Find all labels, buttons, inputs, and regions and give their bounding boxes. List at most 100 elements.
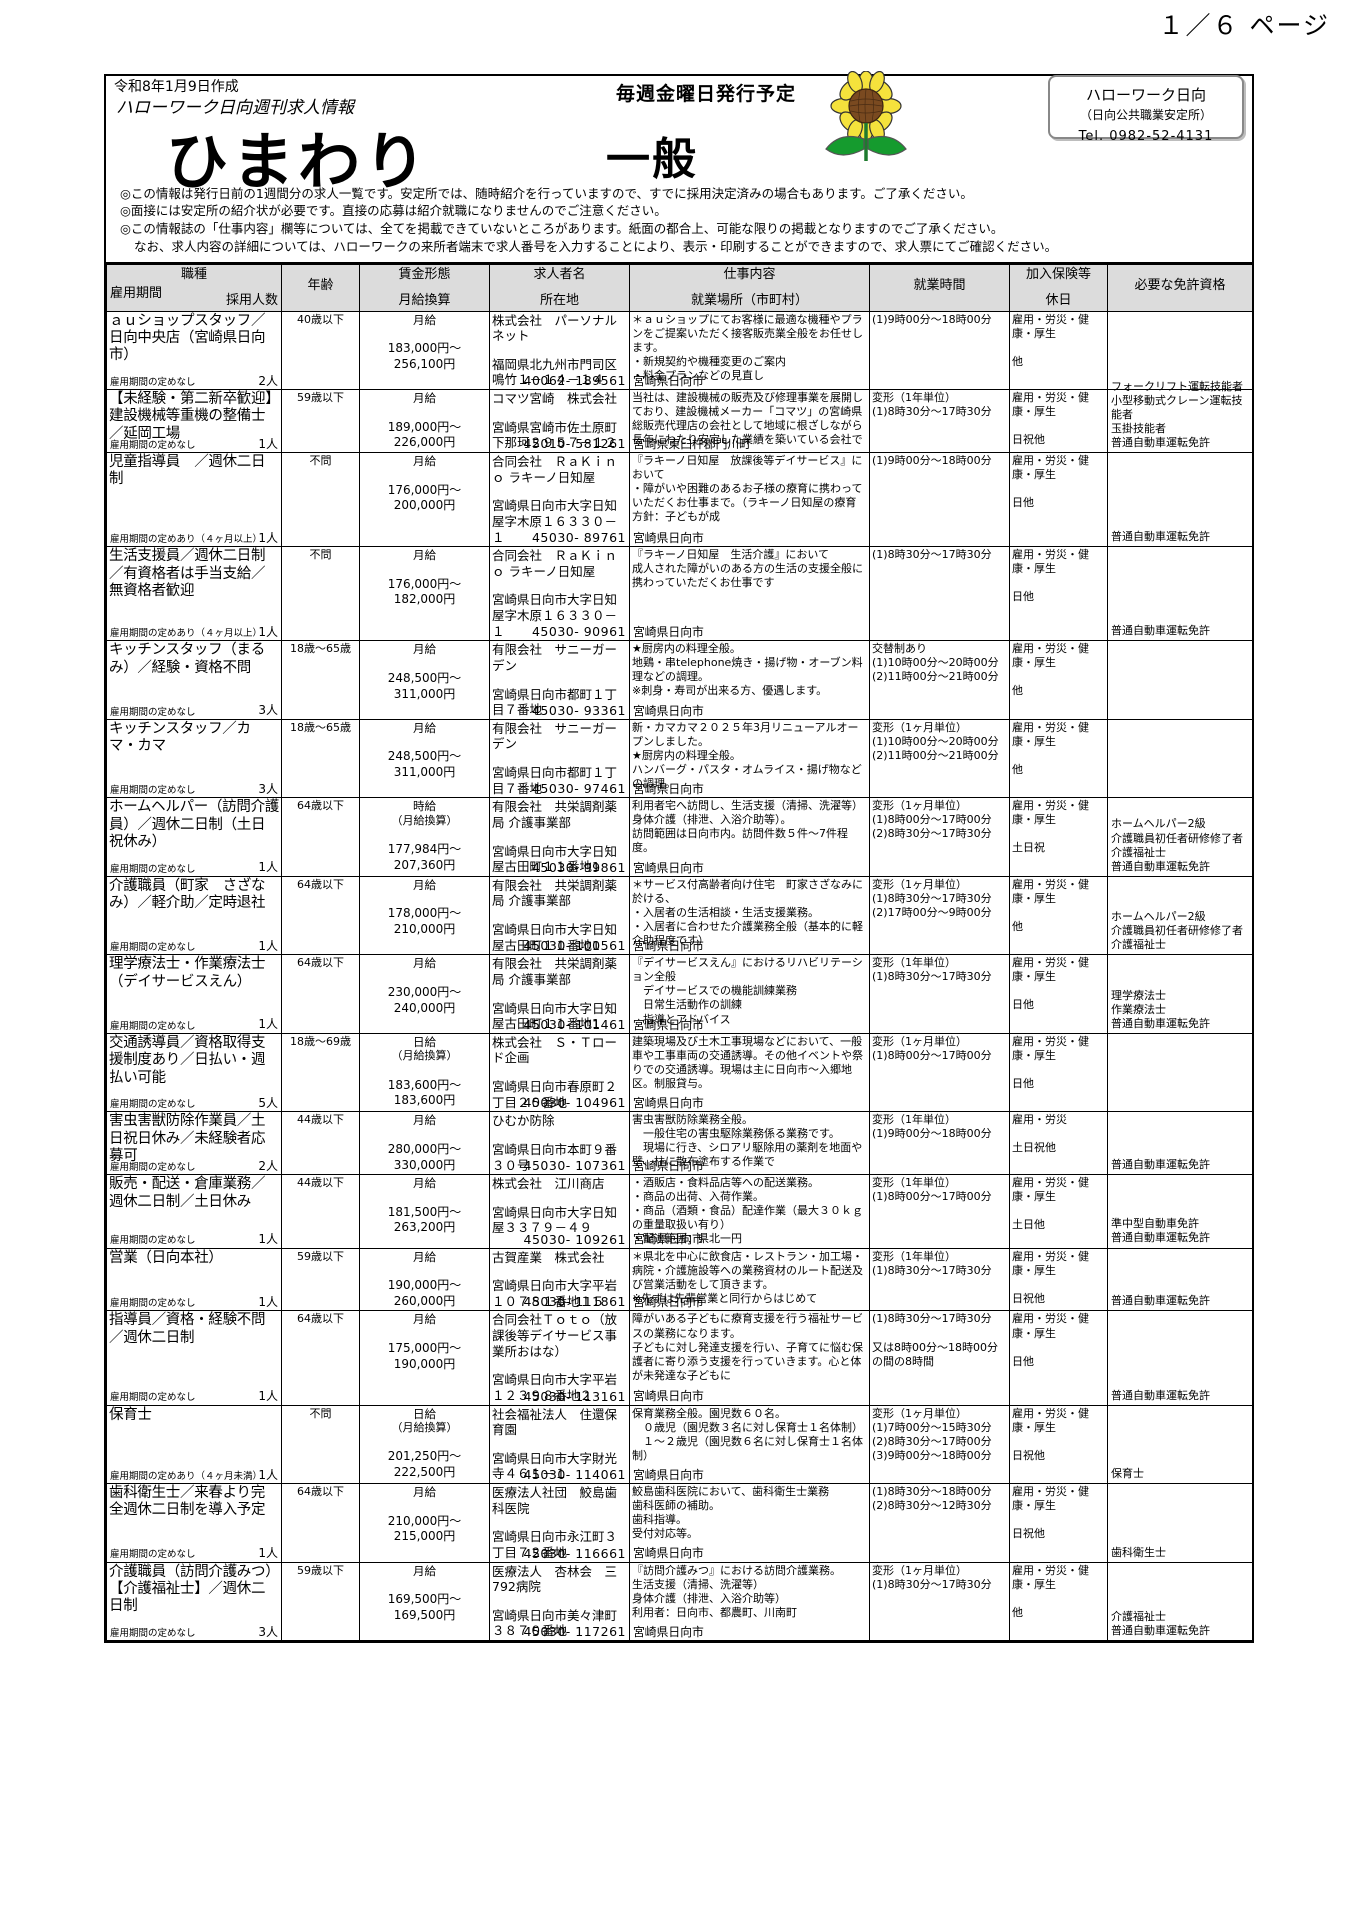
header-description: 仕事内容 就業場所（市町村） bbox=[629, 263, 870, 312]
header-license: 必要な免許資格 bbox=[1107, 263, 1253, 312]
cell-insurance: 雇用・労災・健康・厚生 日祝他 bbox=[1009, 389, 1108, 453]
table-row[interactable]: 保育士 雇用期間の定めあり（４ヶ月未満） 1人 不問 日給 （月給換算） 201,250円～… bbox=[106, 1404, 1253, 1485]
holiday: 他 bbox=[1012, 354, 1023, 368]
employer-address: 宮崎県日向市大字日知屋古田町１１番地1 bbox=[492, 1000, 618, 1032]
table-row[interactable]: 介護職員（町家 さざなみ）／軽介助／定時退社 雇用期間の定めなし 1人 64歳以下 月給… bbox=[106, 875, 1253, 956]
occupation-title: 介護職員（町家 さざなみ）／軽介助／定時退社 bbox=[109, 877, 266, 912]
cell-age: 40歳以下 bbox=[281, 310, 360, 391]
occupation-title: 害虫害獣防除作業員／土日祝日休み／未経験者応募可 bbox=[109, 1113, 266, 1165]
cell-description: ＊ａｕショップにてお客様に最適な機種やプランをご提案いただく接客販売業全般をお任… bbox=[629, 310, 870, 391]
cell-employer: 有限会社 共栄調剤薬局 介護事業部 宮崎県日向市大字日知屋古田町１１番地1 4503… bbox=[489, 875, 630, 956]
employer-address: 宮崎県日向市大字日知屋３３７９－４９ bbox=[492, 1204, 618, 1236]
cell-wage: 月給 189,000円～ 226,000円 bbox=[359, 389, 490, 453]
cell-insurance: 雇用・労災・健康・厚生他 bbox=[1009, 640, 1108, 720]
job-description: ＊ａｕショップにてお客様に最適な機種やプランをご提案いただく接客販売業全般をお任… bbox=[632, 312, 863, 382]
job-description: 『ラキーノ日知屋 放課後等デイサービス』において ・障がいや困難のあるお子様の療育… bbox=[632, 454, 863, 524]
employer-name: 有限会社 共栄調剤薬局 介護事業部 bbox=[492, 877, 618, 909]
cell-description: 保育業務全般。園児数６０名。 ０歳児（園児数３名に対し保育士１名体制） １～２歳… bbox=[629, 1404, 870, 1485]
wage-amount: 181,500円～ 263,200円 bbox=[387, 1204, 462, 1235]
table-row[interactable]: 交通誘導員／資格取得支援制度あり／日払い・週払い可能 雇用期間の定めなし 5人 18歳… bbox=[106, 1032, 1253, 1113]
wage-amount: 178,000円～ 210,000円 bbox=[387, 906, 462, 937]
cell-description: 新・カマカマ２０２５年3月リニューアルオープンしました。 ★厨房内の料理全般。 ハン… bbox=[629, 718, 870, 799]
cell-occupation: 交通誘導員／資格取得支援制度あり／日払い・週払い可能 雇用期間の定めなし 5人 bbox=[106, 1032, 282, 1113]
cell-description: ＊県北を中心に飲食店・レストラン・加工場・病院・介護施設等への業務資材のルート配… bbox=[629, 1247, 870, 1312]
table-row[interactable]: 介護職員（訪問介護みつ）【介護福祉士】／週休二日制 雇用期間の定めなし 3人 59歳以… bbox=[106, 1561, 1253, 1642]
work-place: 宮崎県日向市 bbox=[633, 703, 704, 718]
occupation-title: 営業（日向本社） bbox=[109, 1249, 223, 1266]
work-place: 宮崎県日向市 bbox=[633, 1295, 704, 1310]
cell-work-time: 変形（1ヶ月単位） (1)8時30分～17時30分 (2)17時00分～9時00分 bbox=[869, 875, 1010, 956]
table-row[interactable]: 営業（日向本社） 雇用期間の定めなし 1人 59歳以下 月給 190,000円～ 260,0… bbox=[106, 1247, 1253, 1312]
header-occupation-label: 職種 bbox=[180, 266, 207, 282]
license-list: フォークリフト運転技能者 小型移動式クレーン運転技能者 玉掛技能者 普通自動車運転免許 bbox=[1111, 379, 1243, 449]
office-tel: Tel. 0982-52-4131 bbox=[1078, 128, 1214, 144]
notice-line-3: ◎この情報誌の「仕事内容」欄等については、全てを掲載できていないところがあります… bbox=[120, 221, 1004, 237]
job-number: 45030- 104961 bbox=[523, 1095, 626, 1111]
cell-age: 59歳以下 bbox=[281, 1247, 360, 1312]
wage-type: 月給 bbox=[413, 720, 436, 735]
cell-occupation: 児童指導員 ／週休二日制 雇用期間の定めあり（４ヶ月以上） 1人 bbox=[106, 451, 282, 548]
table-row[interactable]: 害虫害獣防除作業員／土日祝日休み／未経験者応募可 雇用期間の定めなし 2人 44歳以下… bbox=[106, 1111, 1253, 1176]
table-row[interactable]: キッチンスタッフ／カマ・カマ 雇用期間の定めなし 3人 18歳～65歳 月給 248,50… bbox=[106, 718, 1253, 799]
cell-employer: 医療法人 杏林会 三792病院 宮崎県日向市美々津町３８７０番地 45030- 11… bbox=[489, 1561, 630, 1642]
cell-work-time: 変形（1年単位） (1)8時30分～17時30分 bbox=[869, 389, 1010, 453]
cell-license: 歯科衛生士 bbox=[1107, 1483, 1253, 1563]
cell-age: 64歳以下 bbox=[281, 1310, 360, 1406]
employer-address: 宮崎県日向市都町１丁目７番地 bbox=[492, 686, 618, 718]
edition-kind: 一般 bbox=[606, 133, 698, 185]
cell-occupation: 害虫害獣防除作業員／土日祝日休み／未経験者応募可 雇用期間の定めなし 2人 bbox=[106, 1111, 282, 1176]
insurance-list: 雇用・労災・健康・厚生 bbox=[1012, 312, 1089, 340]
employment-period: 雇用期間の定めなし bbox=[110, 1549, 196, 1561]
holiday: 日他 bbox=[1012, 1354, 1034, 1368]
work-place: 宮崎県日向市 bbox=[633, 782, 704, 797]
table-row[interactable]: 生活支援員／週休二日制／有資格者は手当支給／無資格者歓迎 雇用期間の定めあり（４ヶ… bbox=[106, 546, 1253, 642]
cell-wage: 月給 280,000円～ 330,000円 bbox=[359, 1111, 490, 1176]
cell-employer: 社会福祉法人 住還保育園 宮崎県日向市大字財光寺４６１－１ 45030- 11406… bbox=[489, 1404, 630, 1485]
occupation-title: 介護職員（訪問介護みつ）【介護福祉士】／週休二日制 bbox=[109, 1563, 273, 1615]
page-number: １／６ ページ bbox=[1158, 11, 1330, 40]
table-row[interactable]: 販売・配送・倉庫業務／週休二日制／土日休み 雇用期間の定めなし 1人 44歳以下 月給 1… bbox=[106, 1174, 1253, 1249]
wage-type: 月給 bbox=[413, 1113, 436, 1128]
table-row[interactable]: 歯科衛生士／来春より完全週休二日制を導入予定 雇用期間の定めなし 1人 64歳以下 月給… bbox=[106, 1483, 1253, 1563]
cell-age: 44歳以下 bbox=[281, 1111, 360, 1176]
employer-name: 社会福祉法人 住還保育園 bbox=[492, 1406, 618, 1438]
job-description: ＊県北を中心に飲食店・レストラン・加工場・病院・介護施設等への業務資材のルート配… bbox=[632, 1249, 863, 1305]
headcount: 1人 bbox=[258, 938, 278, 953]
job-number: 45030- 100561 bbox=[523, 938, 626, 954]
job-description: 利用者宅へ訪問し、生活支援（清掃、洗濯等） 身体介護（排泄、入浴介助等）。 訪問範囲… bbox=[632, 799, 863, 855]
table-row[interactable]: 指導員／資格・経験不問／週休二日制 雇用期間の定めなし 1人 64歳以下 月給 175,0… bbox=[106, 1310, 1253, 1406]
header-employer-label: 求人者名 bbox=[533, 266, 586, 282]
wage-amount: 175,000円～ 190,000円 bbox=[387, 1341, 462, 1371]
table-row[interactable]: 理学療法士・作業療法士（デイサービスえん） 雇用期間の定めなし 1人 64歳以下 月給 2… bbox=[106, 954, 1253, 1034]
table-row[interactable]: ホームヘルパー（訪問介護員）／週休二日制（土日祝休み） 雇用期間の定めなし 1人 64… bbox=[106, 797, 1253, 877]
cell-wage: 月給 183,000円～ 256,100円 bbox=[359, 310, 490, 391]
table-row[interactable]: ａｕショップスタッフ／日向中央店（宮崎県日向市） 雇用期間の定めなし 2人 40歳以下… bbox=[106, 310, 1253, 391]
cell-description: 『ラキーノ日知屋 生活介護』において 成人された障がいのある方の生活の支援全般に携… bbox=[629, 546, 870, 642]
job-number: 40062- 189561 bbox=[523, 373, 626, 389]
job-description: 保育業務全般。園児数６０名。 ０歳児（園児数３名に対し保育士１名体制） １～２歳… bbox=[632, 1406, 863, 1462]
work-place: 宮崎県日向市 bbox=[633, 1232, 704, 1247]
work-place: 宮崎県日向市 bbox=[633, 1096, 704, 1111]
insurance-list: 雇用・労災・健康・厚生 bbox=[1012, 1485, 1089, 1513]
table-row[interactable]: 【未経験・第二新卒歓迎】建設機械等重機の整備士／延岡工場 雇用期間の定めなし 1人 5… bbox=[106, 380, 1253, 453]
cell-license bbox=[1107, 1032, 1253, 1113]
license-list: 普通自動車運転免許 bbox=[1111, 1388, 1210, 1402]
employer-address: 宮崎県日向市大字財光寺４６１－１ bbox=[492, 1450, 618, 1482]
holiday: 他 bbox=[1012, 684, 1023, 698]
work-place: 宮崎県日向市 bbox=[633, 1389, 704, 1404]
headcount: 3人 bbox=[258, 1624, 278, 1639]
headcount: 2人 bbox=[258, 373, 278, 388]
wage-type: 月給 bbox=[413, 1249, 436, 1264]
holiday: 日他 bbox=[1012, 496, 1034, 510]
cell-occupation: 介護職員（訪問介護みつ）【介護福祉士】／週休二日制 雇用期間の定めなし 3人 bbox=[106, 1561, 282, 1642]
job-description: 害虫害獣防除業務全般。 一般住宅の害虫駆除業務係る業務です。 現場に行き、シロア… bbox=[632, 1113, 863, 1169]
cell-employer: 株式会社 Ｓ・Ｔロード企画 宮崎県日向市春原町２丁目２０番地 45030- 1049… bbox=[489, 1032, 630, 1113]
table-row[interactable]: 児童指導員 ／週休二日制 雇用期間の定めあり（４ヶ月以上） 1人 不問 月給 176,00… bbox=[106, 451, 1253, 548]
wage-amount: 169,500円～ 169,500円 bbox=[387, 1592, 462, 1622]
table-row[interactable]: キッチンスタッフ（まるみ）／経験・資格不問 雇用期間の定めなし 3人 18歳～65歳月… bbox=[106, 640, 1253, 720]
employment-period: 雇用期間の定めなし bbox=[110, 1235, 196, 1247]
work-place: 宮崎県日向市 bbox=[633, 1624, 704, 1639]
holiday: 日他 bbox=[1012, 590, 1034, 604]
occupation-title: 児童指導員 ／週休二日制 bbox=[109, 454, 266, 488]
publication-title: ひまわり bbox=[166, 124, 431, 198]
